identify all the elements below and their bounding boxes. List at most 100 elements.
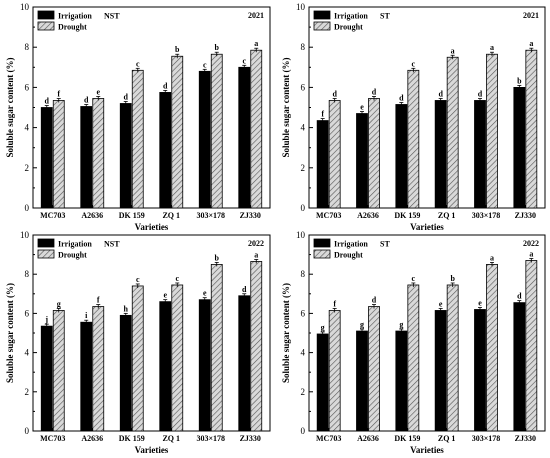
- significance-letter: f: [97, 296, 100, 305]
- y-tick-label: 2: [25, 163, 30, 173]
- significance-letter: a: [490, 253, 494, 262]
- significance-letter: e: [163, 291, 167, 300]
- legend-label-drought: Drought: [334, 23, 363, 32]
- x-tick-label: A2636: [357, 434, 379, 443]
- significance-letter: f: [333, 299, 336, 308]
- x-tick-label: MC703: [40, 211, 65, 220]
- y-tick-label: 6: [301, 308, 306, 318]
- chart-panel-0: 0 2 4 6 8 10 Soluble sugar content (%) Varietie…: [5, 2, 271, 232]
- x-tick-label: 303×178: [472, 211, 501, 220]
- legend-swatch-irrigation: [37, 238, 55, 248]
- legend-label-drought: Drought: [334, 251, 363, 260]
- significance-letter: e: [203, 289, 207, 298]
- significance-letter: g: [321, 323, 325, 332]
- significance-letter: e: [96, 87, 100, 96]
- significance-letter: d: [399, 93, 404, 102]
- significance-letter: e: [439, 299, 443, 308]
- y-tick-label: 4: [25, 123, 30, 133]
- x-axis-label: Varieties: [135, 445, 169, 455]
- x-axis-label: Varieties: [410, 445, 444, 455]
- y-tick-label: 2: [301, 387, 306, 397]
- significance-letter: a: [529, 249, 533, 258]
- significance-letter: b: [215, 253, 220, 262]
- y-tick-label: 8: [25, 269, 30, 279]
- y-tick-label: 0: [301, 203, 306, 213]
- significance-letter: c: [412, 274, 416, 283]
- x-tick-label: DK 159: [119, 434, 145, 443]
- plot-frame: [32, 234, 271, 432]
- bar-drought-5: [250, 49, 263, 209]
- y-tick-label: 4: [301, 123, 306, 133]
- significance-letter: c: [412, 59, 416, 68]
- bar-drought-0: [52, 100, 65, 209]
- significance-letter: d: [517, 292, 522, 301]
- year-label: 2022: [523, 239, 539, 248]
- bar-irrigation-5: [513, 87, 526, 209]
- significance-letter: d: [124, 92, 129, 101]
- bar-irrigation-1: [80, 106, 93, 209]
- bar-irrigation-3: [434, 100, 447, 209]
- chart-panel-3: 0 2 4 6 8 10 Soluble sugar content (%) Varietie…: [281, 230, 546, 455]
- significance-letter: i: [85, 311, 88, 320]
- significance-letter: d: [242, 285, 247, 294]
- y-tick-label: 2: [25, 387, 30, 397]
- significance-letter: a: [490, 43, 494, 52]
- significance-letter: a: [529, 39, 533, 48]
- significance-letter: b: [175, 45, 180, 54]
- y-axis-label: Soluble sugar content (%): [5, 57, 15, 157]
- bar-irrigation-4: [474, 100, 486, 209]
- bar-irrigation-2: [119, 103, 132, 209]
- bar-irrigation-0: [40, 107, 53, 209]
- bar-drought-4: [210, 53, 223, 209]
- bar-drought-0: [52, 310, 65, 432]
- y-tick-label: 8: [25, 42, 30, 52]
- significance-letter: f: [321, 110, 324, 119]
- y-tick-label: 8: [301, 42, 306, 52]
- x-tick-label: ZJ330: [240, 434, 261, 443]
- x-tick-label: 303×178: [196, 211, 225, 220]
- bar-irrigation-5: [513, 302, 526, 432]
- x-tick-label: MC703: [316, 211, 341, 220]
- x-tick-label: A2636: [357, 211, 379, 220]
- x-tick-label: ZQ 1: [162, 211, 180, 220]
- bar-drought-3: [171, 284, 184, 432]
- year-label: 2021: [248, 11, 264, 20]
- treatment-label: ST: [380, 12, 390, 21]
- bar-drought-1: [92, 98, 105, 209]
- significance-letter: a: [451, 46, 455, 55]
- significance-letter: d: [84, 95, 89, 104]
- bar-irrigation-0: [316, 333, 329, 432]
- bar-irrigation-3: [159, 301, 172, 432]
- x-tick-label: DK 159: [394, 211, 420, 220]
- legend-swatch-drought: [37, 21, 55, 31]
- significance-letter: g: [57, 299, 61, 308]
- x-tick-label: MC703: [316, 434, 341, 443]
- y-tick-label: 6: [301, 82, 306, 92]
- chart-panel-1: 0 2 4 6 8 10 Soluble sugar content (%) Varietie…: [281, 2, 546, 232]
- y-tick-label: 6: [25, 82, 30, 92]
- significance-letter: e: [360, 103, 364, 112]
- bar-irrigation-0: [316, 120, 329, 209]
- y-tick-label: 10: [296, 2, 306, 12]
- bar-irrigation-1: [356, 113, 368, 209]
- legend-label-irrigation: Irrigation: [58, 240, 92, 249]
- significance-letter: c: [175, 274, 179, 283]
- x-tick-label: MC703: [40, 434, 65, 443]
- significance-letter: c: [136, 275, 140, 284]
- legend-label-irrigation: Irrigation: [58, 12, 92, 21]
- legend-swatch-irrigation: [37, 10, 55, 20]
- y-tick-label: 0: [25, 203, 30, 213]
- significance-letter: d: [438, 89, 443, 98]
- y-tick-label: 0: [25, 426, 30, 436]
- bar-drought-0: [328, 310, 341, 432]
- bar-drought-4: [486, 53, 498, 209]
- significance-letter: d: [45, 97, 50, 106]
- significance-letter: c: [136, 59, 140, 68]
- x-tick-label: A2636: [81, 434, 103, 443]
- treatment-label: ST: [380, 240, 390, 249]
- significance-letter: d: [372, 87, 377, 96]
- bar-drought-1: [368, 306, 380, 432]
- y-axis-label: Soluble sugar content (%): [281, 57, 291, 157]
- significance-letter: g: [360, 320, 364, 329]
- bar-irrigation-2: [119, 314, 132, 432]
